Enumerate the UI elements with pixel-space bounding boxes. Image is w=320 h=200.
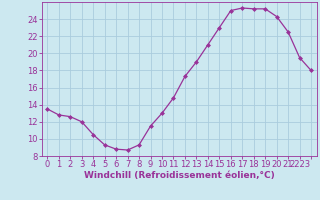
X-axis label: Windchill (Refroidissement éolien,°C): Windchill (Refroidissement éolien,°C) (84, 171, 275, 180)
